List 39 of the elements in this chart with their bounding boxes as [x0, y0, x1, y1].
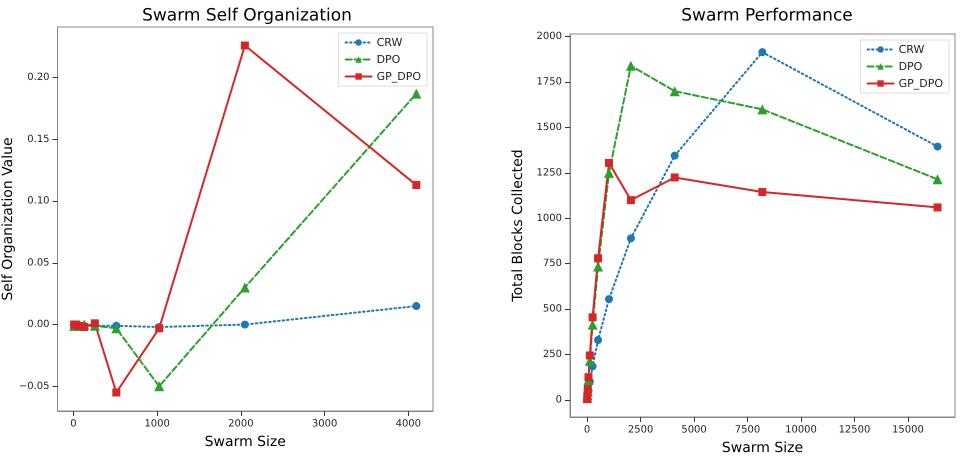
- chart-title: Swarm Performance: [681, 6, 853, 26]
- y-tick-label: 0.00: [27, 319, 50, 330]
- y-tick-label: 250: [542, 349, 562, 360]
- y-tick-label: 1250: [536, 167, 562, 178]
- x-tick-label: 10000: [785, 424, 817, 436]
- y-axis-title: Total Blocks Collected: [510, 149, 526, 303]
- x-axis-title: Swarm Size: [722, 440, 804, 456]
- x-tick-label: 3000: [312, 418, 338, 430]
- x-tick-label: 0: [70, 418, 77, 430]
- x-tick-label: 2000: [228, 418, 254, 430]
- x-tick-label: 15000: [892, 424, 924, 436]
- y-axis-title: Self Organization Value: [0, 137, 16, 301]
- x-tick-label: 4000: [396, 418, 422, 430]
- x-tick-label: 2500: [628, 424, 654, 436]
- y-tick-label: 0.05: [27, 257, 50, 268]
- y-tick-label: 750: [542, 258, 562, 270]
- y-tick-label: −0.05: [18, 380, 50, 392]
- chart-title: Swarm Self Organization: [142, 6, 352, 26]
- y-tick-label: 500: [542, 304, 562, 315]
- y-tick-label: 0: [556, 394, 562, 406]
- y-tick-label: 0.10: [27, 196, 50, 207]
- x-tick-label: 12500: [838, 424, 870, 436]
- legend-label: CRW: [376, 36, 402, 49]
- legend-label: GP_DPO: [376, 70, 422, 83]
- legend-label: DPO: [898, 60, 923, 73]
- y-tick-label: 0.15: [27, 134, 50, 145]
- legend-label: DPO: [376, 53, 401, 66]
- x-tick-label: 1000: [144, 418, 170, 430]
- x-axis-title: Swarm Size: [204, 434, 286, 450]
- y-tick-label: 1000: [536, 212, 562, 224]
- legend-label: CRW: [898, 43, 924, 56]
- x-tick-label: 5000: [681, 424, 707, 436]
- y-tick-label: 0.20: [27, 72, 50, 84]
- y-tick-label: 1500: [536, 122, 562, 134]
- x-tick-label: 7500: [734, 424, 760, 436]
- legend-label: GP_DPO: [898, 77, 944, 90]
- y-tick-label: 1750: [536, 76, 562, 88]
- x-tick-label: 0: [584, 424, 590, 436]
- y-tick-label: 2000: [536, 31, 562, 42]
